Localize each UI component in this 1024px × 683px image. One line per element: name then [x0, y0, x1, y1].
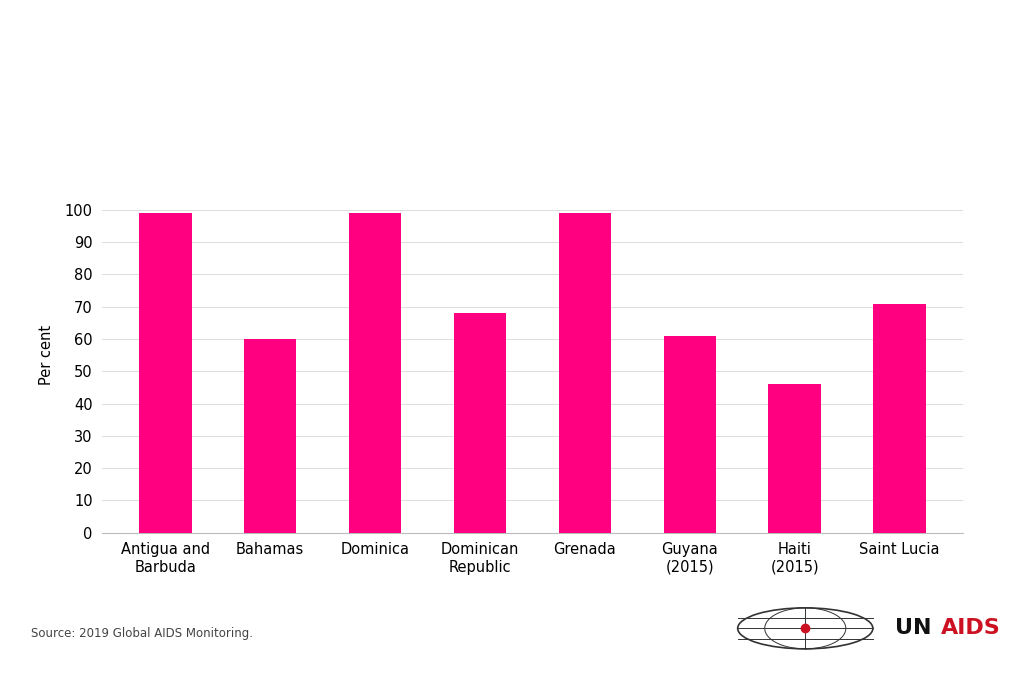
Bar [768, 385, 821, 533]
Y-axis label: Per cent: Per cent [39, 325, 53, 385]
Bar [454, 313, 506, 533]
Text: AIDS: AIDS [940, 618, 1000, 639]
Text: Caribbean, 2018: Caribbean, 2018 [29, 78, 248, 104]
Bar [349, 213, 401, 533]
Bar [873, 303, 926, 533]
Bar [559, 213, 611, 533]
Text: Source: 2019 Global AIDS Monitoring.: Source: 2019 Global AIDS Monitoring. [31, 627, 253, 641]
Bar [244, 339, 297, 533]
Text: Percentage of infants receiving HIV testing in the first 4–6 weeks,: Percentage of infants receiving HIV test… [29, 25, 893, 51]
Bar [139, 213, 191, 533]
Bar [664, 336, 716, 533]
Text: UN: UN [895, 618, 932, 639]
